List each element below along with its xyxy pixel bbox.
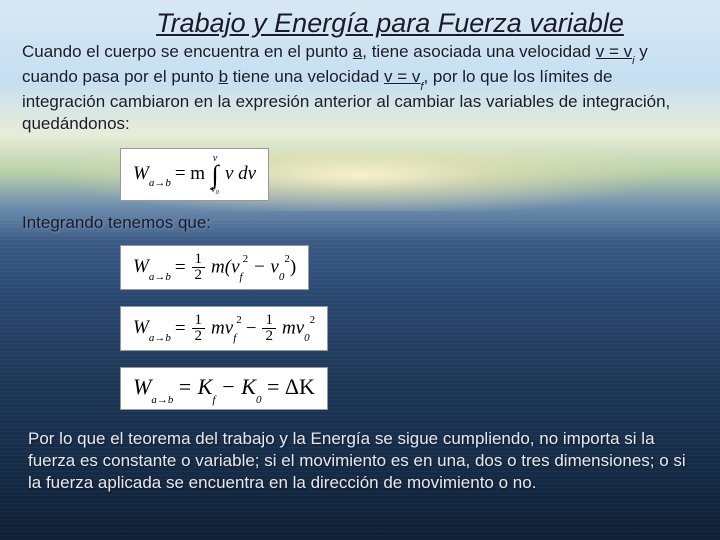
equation-2: Wa→b = 12 m(vf2 − v02) <box>120 245 309 290</box>
fraction-half-3: 12 <box>262 313 276 344</box>
fraction-half-2: 12 <box>192 313 206 344</box>
int-symbol: ∫ <box>211 163 218 186</box>
equation-stack: Wa→b = 12 m(vf2 − v02) Wa→b = 12 mvf2 − … <box>120 245 698 409</box>
equation-4: Wa→b = Kf − K0 = ΔK <box>120 367 328 409</box>
eq4-sub: a→b <box>151 394 173 406</box>
eq2-W: W <box>133 256 149 277</box>
eq3-W: W <box>133 317 149 338</box>
frac-n: 1 <box>192 252 206 268</box>
eq3-sub: a→b <box>149 332 171 344</box>
eq2-sq2: 2 <box>284 253 290 265</box>
eq3-f: f <box>233 332 236 344</box>
frac2-d: 2 <box>192 329 206 344</box>
point-b: b <box>219 67 228 86</box>
eq3-sq1: 2 <box>236 314 242 326</box>
eq2-close: ) <box>290 256 296 277</box>
intro-paragraph: Cuando el cuerpo se encuentra en el punt… <box>22 41 698 134</box>
eq2-minus: − v <box>248 256 279 277</box>
velocity-vf: v = vf <box>384 67 423 86</box>
frac3-d: 2 <box>262 329 276 344</box>
integral-icon: v ∫ v₀ <box>211 155 219 194</box>
vvi-text: v = v <box>596 42 632 61</box>
point-a: a <box>353 42 362 61</box>
eq3-minus: − <box>246 318 257 340</box>
eq2-0: 0 <box>279 271 285 283</box>
eq3-eq: = <box>175 318 186 340</box>
eq4-W: W <box>133 374 151 399</box>
equation-1: Wa→b = m v ∫ v₀ v dv <box>120 148 269 201</box>
eq3-0: 0 <box>304 332 310 344</box>
eq2-sq1: 2 <box>243 253 249 265</box>
eq1-rhs: v dv <box>225 163 256 185</box>
frac2-n: 1 <box>192 313 206 329</box>
eq2-m: m(v <box>211 256 239 277</box>
eq4-k0: 0 <box>256 394 262 406</box>
eq3-t1: mv <box>211 317 233 338</box>
integrating-label: Integrando tenemos que: <box>22 213 698 233</box>
eq4-dk: = ΔK <box>261 374 314 399</box>
eq4-kfsub: f <box>212 394 215 406</box>
vi-sub: i <box>632 55 634 67</box>
int-bot: v₀ <box>211 186 219 194</box>
eq3-sq2: 2 <box>310 314 316 326</box>
eq2-sub: a→b <box>149 271 171 283</box>
fraction-half: 12 <box>192 252 206 283</box>
eq2-eq: = <box>175 257 186 279</box>
p1-pre: Cuando el cuerpo se encuentra en el punt… <box>22 42 353 61</box>
eq2-f: f <box>240 271 243 283</box>
eq3-t2: mv <box>282 317 304 338</box>
eq1-W: W <box>133 163 149 184</box>
eq4-Kf: = K <box>177 374 212 399</box>
frac3-n: 1 <box>262 313 276 329</box>
p1-mid1: , tiene asociada una velocidad <box>362 42 595 61</box>
equation-3: Wa→b = 12 mvf2 − 12 mv02 <box>120 306 328 351</box>
conclusion-paragraph: Por lo que el teorema del trabajo y la E… <box>22 428 698 494</box>
eq1-eqm: = m <box>175 163 205 185</box>
p1-mid3: tiene una velocidad <box>228 67 384 86</box>
frac-d: 2 <box>192 268 206 283</box>
eq1-sub: a→b <box>149 177 171 189</box>
slide-container: Trabajo y Energía para Fuerza variable C… <box>0 0 720 540</box>
equation-1-block: Wa→b = m v ∫ v₀ v dv <box>120 148 698 201</box>
eq4-mid: − K <box>215 374 256 399</box>
velocity-vi: v = vi <box>596 42 635 61</box>
slide-title: Trabajo y Energía para Fuerza variable <box>22 8 698 39</box>
vvf-text: v = v <box>384 67 420 86</box>
